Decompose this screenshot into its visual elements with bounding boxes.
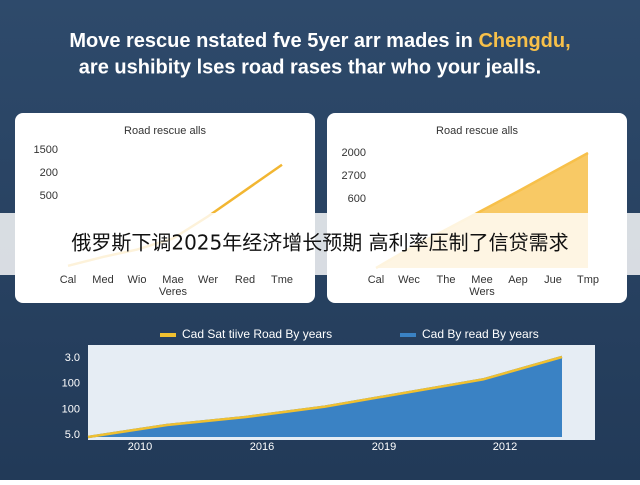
y-tick-label: 100	[62, 403, 80, 415]
x-tick-label: Tme	[271, 274, 293, 286]
y-tick-label: 5.0	[65, 429, 80, 441]
x-axis-label: Veres	[159, 286, 188, 298]
headline-line: are ushibity lses road rases thar who yo…	[79, 56, 541, 78]
headline: Move rescue nstated fve 5yer arr mades i…	[69, 30, 570, 52]
x-tick-label: Cal	[368, 274, 385, 286]
x-tick-label: Tmp	[577, 274, 599, 286]
chart-title: Road rescue alls	[436, 125, 518, 137]
area	[88, 357, 562, 437]
x-tick-label: The	[437, 274, 456, 286]
x-tick-label: 2019	[372, 441, 396, 453]
headline-highlight: Chengdu,	[478, 30, 570, 52]
x-tick-label: 2016	[250, 441, 274, 453]
x-tick-label: Red	[235, 274, 255, 286]
banner	[0, 213, 640, 275]
y-tick-label: 500	[40, 190, 58, 202]
x-tick-label: Mae	[162, 274, 183, 286]
legend-label: Cad By read By years	[422, 327, 539, 341]
line	[87, 355, 563, 439]
y-tick-label: 100	[62, 378, 80, 390]
y-tick-label: 600	[348, 193, 366, 205]
x-tick-label: Aep	[508, 274, 528, 286]
x-axis-label: Wers	[469, 286, 495, 298]
chart-title: Road rescue alls	[124, 125, 206, 137]
x-tick-label: Med	[92, 274, 113, 286]
headline-part: Move rescue nstated fve 5yer arr mades i…	[69, 30, 478, 52]
y-tick-label: 2000	[342, 147, 366, 159]
y-tick-label: 200	[40, 167, 58, 179]
y-tick-label: 1500	[34, 144, 58, 156]
x-tick-label: 2012	[493, 441, 517, 453]
legend-label: Cad Sat tiive Road By years	[182, 327, 332, 341]
banner-text: 俄罗斯下调2025年经济增长预期 高利率压制了信贷需求	[71, 231, 568, 255]
x-tick-label: Wer	[198, 274, 218, 286]
y-tick-label: 3.0	[65, 352, 80, 364]
x-tick-label: Cal	[60, 274, 77, 286]
x-tick-label: Jue	[544, 274, 562, 286]
x-tick-label: 2010	[128, 441, 152, 453]
x-tick-label: Mee	[471, 274, 492, 286]
x-tick-label: Wio	[128, 274, 147, 286]
y-tick-label: 2700	[342, 170, 366, 182]
x-tick-label: Wec	[398, 274, 420, 286]
